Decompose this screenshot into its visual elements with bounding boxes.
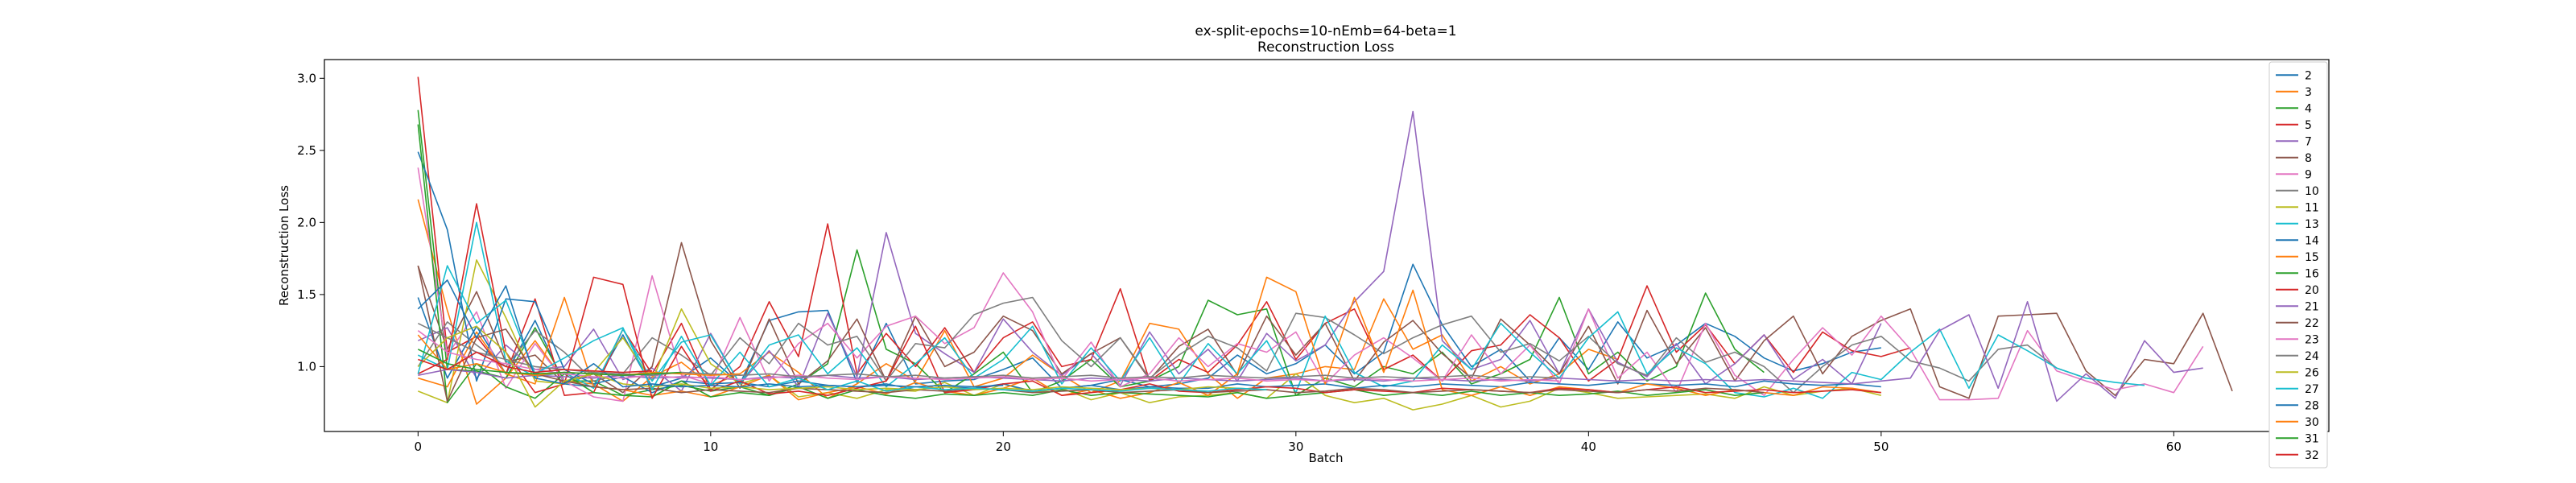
chart-title: ex-split-epochs=10-nEmb=64-beta=1 <box>1195 23 1456 39</box>
legend-box <box>2268 61 2328 469</box>
series-line-20 <box>417 203 1881 399</box>
x-tick-label: 50 <box>1873 440 1889 454</box>
x-axis-title: Batch <box>1308 451 1343 465</box>
series-line-13 <box>417 221 2145 399</box>
series-line-10 <box>417 296 2087 394</box>
series-line-3 <box>417 199 1618 405</box>
legend-label: 2 <box>2305 69 2312 82</box>
series-line-4 <box>417 109 1765 397</box>
legend-label: 22 <box>2305 317 2319 330</box>
legend-label: 9 <box>2305 168 2312 181</box>
legend-label: 24 <box>2305 350 2319 363</box>
series-line-11 <box>418 259 1881 411</box>
series-line-16 <box>417 124 1765 404</box>
y-tick-label: 2.5 <box>297 143 316 158</box>
legend-label: 30 <box>2305 416 2319 429</box>
y-axis-title: Reconstruction Loss <box>277 185 291 306</box>
series-line-28 <box>417 279 1004 388</box>
x-tick-label: 30 <box>1288 440 1303 454</box>
legend-label: 11 <box>2305 201 2319 214</box>
y-tick-label: 3.0 <box>297 71 316 85</box>
legend-label: 3 <box>2305 86 2312 99</box>
x-axis: 0 10 20 30 40 50 60 <box>415 431 2182 454</box>
x-tick-label: 40 <box>1581 440 1596 454</box>
x-tick-label: 20 <box>996 440 1011 454</box>
series-line-2 <box>417 263 1881 390</box>
legend-label: 27 <box>2305 383 2319 396</box>
plot-lines <box>417 76 2233 411</box>
legend: 2345789101113141516202122232426272830313… <box>2268 61 2328 469</box>
legend-label: 31 <box>2305 432 2319 445</box>
series-line-9 <box>417 167 2204 402</box>
series-line-8 <box>417 242 2233 399</box>
series-line-21 <box>418 300 2203 402</box>
series-line-24 <box>417 322 1560 379</box>
series-line-14 <box>417 151 1881 394</box>
legend-label: 23 <box>2305 333 2319 346</box>
series-line-5 <box>417 76 1911 397</box>
legend-label: 32 <box>2305 449 2319 462</box>
x-tick-label: 10 <box>703 440 718 454</box>
legend-label: 10 <box>2305 185 2319 198</box>
series-line-27 <box>417 265 1267 392</box>
series-line-23 <box>417 330 1560 382</box>
legend-label: 20 <box>2305 284 2319 297</box>
legend-label: 16 <box>2305 267 2319 280</box>
y-tick-label: 2.0 <box>297 215 316 229</box>
legend-label: 15 <box>2305 251 2319 264</box>
y-tick-label: 1.0 <box>297 359 316 374</box>
plot-frame <box>324 59 2330 432</box>
legend-label: 7 <box>2305 135 2312 148</box>
y-tick-label: 1.5 <box>297 287 316 302</box>
series-line-31 <box>417 349 682 377</box>
legend-label: 13 <box>2305 218 2319 231</box>
legend-label: 21 <box>2305 300 2319 313</box>
legend-label: 26 <box>2305 366 2319 379</box>
series-line-15 <box>418 276 1881 401</box>
legend-label: 14 <box>2305 234 2319 247</box>
legend-label: 28 <box>2305 399 2319 412</box>
series-line-7 <box>417 110 1882 392</box>
legend-label: 4 <box>2305 102 2312 115</box>
series-line-26 <box>417 325 1267 408</box>
x-tick-label: 60 <box>2166 440 2182 454</box>
legend-label: 8 <box>2305 152 2312 165</box>
y-axis: 1.0 1.5 2.0 2.5 3.0 <box>297 71 324 374</box>
series-line-32 <box>418 351 653 374</box>
x-tick-label: 0 <box>415 440 423 454</box>
legend-label: 5 <box>2305 119 2312 132</box>
chart-subtitle: Reconstruction Loss <box>1257 39 1394 56</box>
